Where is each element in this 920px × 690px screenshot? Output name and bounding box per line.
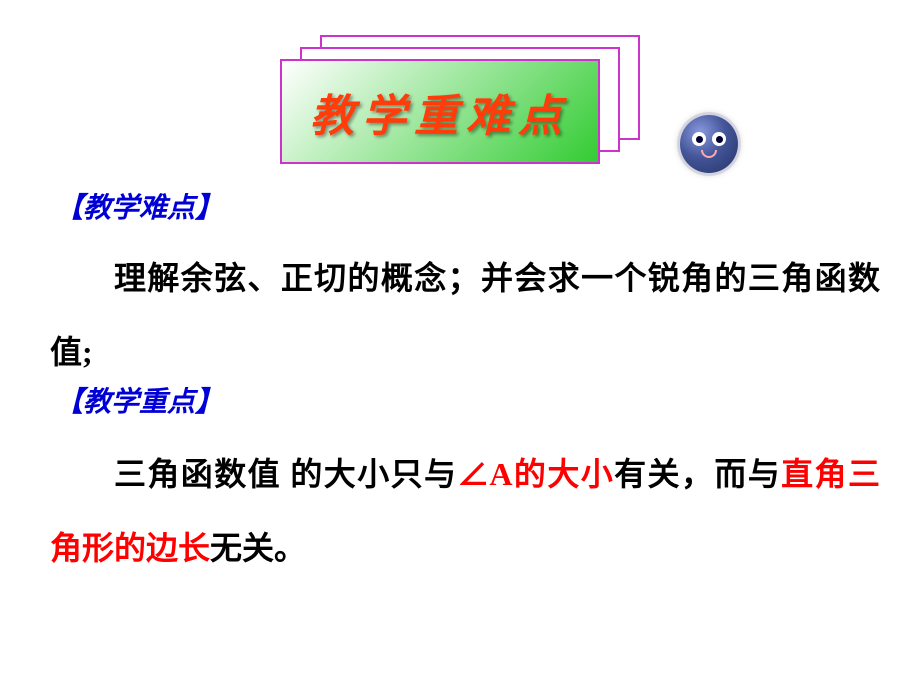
title-text: 教学重难点 bbox=[310, 80, 570, 144]
cartoon-face-icon bbox=[680, 115, 738, 173]
eye-right-icon bbox=[712, 132, 726, 146]
heading-keypoint: 【教学重点】 bbox=[55, 380, 223, 420]
heading-difficulty: 【教学难点】 bbox=[55, 186, 223, 226]
title-card-front: 教学重难点 bbox=[280, 59, 600, 164]
p2-highlight-angle: ∠A的大小 bbox=[457, 456, 614, 492]
paragraph-keypoint: 三角函数值 的大小只与∠A的大小有关，而与直角三角形的边长无关。 bbox=[50, 438, 880, 585]
mouth-icon bbox=[701, 150, 717, 158]
p2-seg1: 三角函数值 的大小只与 bbox=[114, 456, 457, 492]
eye-left-icon bbox=[692, 132, 706, 146]
title-card-stack: 教学重难点 bbox=[280, 35, 640, 165]
p2-seg3: 无关。 bbox=[210, 530, 306, 566]
face-inner bbox=[689, 124, 729, 164]
paragraph-difficulty: 理解余弦、正切的概念；并会求一个锐角的三角函数值; bbox=[50, 242, 880, 389]
p2-seg2: 有关，而与 bbox=[614, 456, 781, 492]
